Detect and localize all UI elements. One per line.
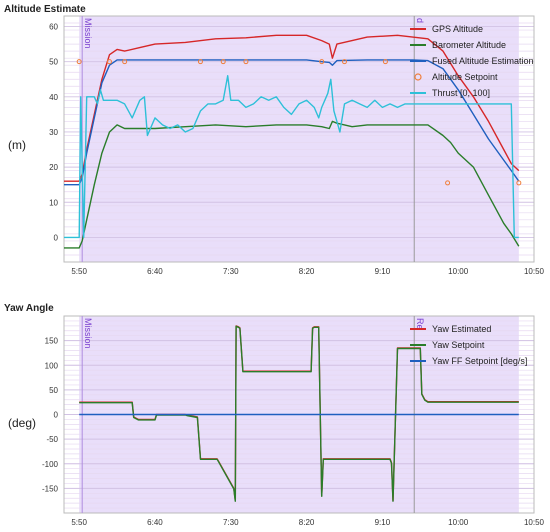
legend-label: Yaw Setpoint bbox=[432, 340, 485, 350]
x-tick-label: 6:40 bbox=[147, 518, 163, 527]
x-tick-label: 8:20 bbox=[299, 267, 315, 276]
x-tick-label: 10:50 bbox=[524, 518, 545, 527]
y-tick-label: 100 bbox=[45, 361, 59, 370]
y-tick-label: 40 bbox=[49, 93, 58, 102]
y-tick-label: 20 bbox=[49, 163, 58, 172]
x-tick-label: 8:20 bbox=[299, 518, 315, 527]
y-axis-label: (m) bbox=[8, 138, 26, 152]
legend-label: Altitude Setpoint bbox=[432, 72, 498, 82]
x-tick-label: 10:50 bbox=[524, 267, 545, 276]
y-tick-label: -150 bbox=[42, 484, 59, 493]
mode-label: Re bbox=[415, 318, 425, 330]
mode-label: Mission bbox=[83, 318, 93, 349]
plot-border bbox=[63, 315, 535, 514]
data-point-altitude-setpoint bbox=[197, 59, 203, 65]
y-tick-label: 50 bbox=[49, 386, 58, 395]
y-tick-label: 10 bbox=[49, 198, 58, 207]
y-tick-label: 150 bbox=[45, 337, 59, 346]
data-point-altitude-setpoint bbox=[122, 59, 128, 65]
legend-swatch bbox=[414, 73, 422, 81]
legend-label: Barometer Altitude bbox=[432, 40, 506, 50]
plot-border bbox=[63, 15, 535, 263]
data-point-altitude-setpoint bbox=[341, 59, 347, 65]
y-tick-label: 30 bbox=[49, 128, 58, 137]
x-tick-label: 5:50 bbox=[71, 518, 87, 527]
data-point-altitude-setpoint bbox=[382, 59, 388, 65]
legend-label: Fused Altitude Estimation bbox=[432, 56, 534, 66]
x-tick-label: 9:10 bbox=[375, 518, 391, 527]
mode-label: d bbox=[415, 18, 425, 23]
x-tick-label: 5:50 bbox=[71, 267, 87, 276]
y-tick-label: 0 bbox=[54, 233, 59, 242]
data-point-altitude-setpoint bbox=[220, 59, 226, 65]
x-tick-label: 10:00 bbox=[448, 267, 469, 276]
legend-label: Yaw FF Setpoint [deg/s] bbox=[432, 356, 527, 366]
y-tick-label: -50 bbox=[46, 435, 58, 444]
x-tick-label: 7:30 bbox=[223, 518, 239, 527]
y-tick-label: 60 bbox=[49, 23, 58, 32]
data-point-altitude-setpoint bbox=[445, 180, 451, 186]
chart-title: Yaw Angle bbox=[4, 303, 54, 314]
series-line-thrust-0-100 bbox=[64, 75, 519, 239]
legend-label: GPS Altitude bbox=[432, 24, 483, 34]
chart-title: Altitude Estimate bbox=[4, 4, 86, 15]
series-line-gps-altitude bbox=[64, 34, 520, 182]
data-point-altitude-setpoint bbox=[106, 59, 112, 65]
mode-label: Mission bbox=[83, 18, 93, 49]
x-tick-label: 9:10 bbox=[375, 267, 391, 276]
x-tick-label: 7:30 bbox=[223, 267, 239, 276]
y-tick-label: 50 bbox=[49, 58, 58, 67]
legend-label: Thrust [0, 100] bbox=[432, 88, 490, 98]
flight-shade-region bbox=[79, 16, 519, 262]
y-axis-label: (deg) bbox=[8, 416, 36, 430]
x-tick-label: 10:00 bbox=[448, 518, 469, 527]
legend-label: Yaw Estimated bbox=[432, 324, 491, 334]
data-point-altitude-setpoint bbox=[516, 180, 522, 186]
data-point-altitude-setpoint bbox=[76, 59, 82, 65]
y-tick-label: -100 bbox=[42, 460, 59, 469]
data-point-altitude-setpoint bbox=[243, 59, 249, 65]
x-tick-label: 6:40 bbox=[147, 267, 163, 276]
y-tick-label: 0 bbox=[54, 411, 59, 420]
data-point-altitude-setpoint bbox=[319, 59, 325, 65]
series-line-barometer-altitude bbox=[64, 120, 520, 249]
